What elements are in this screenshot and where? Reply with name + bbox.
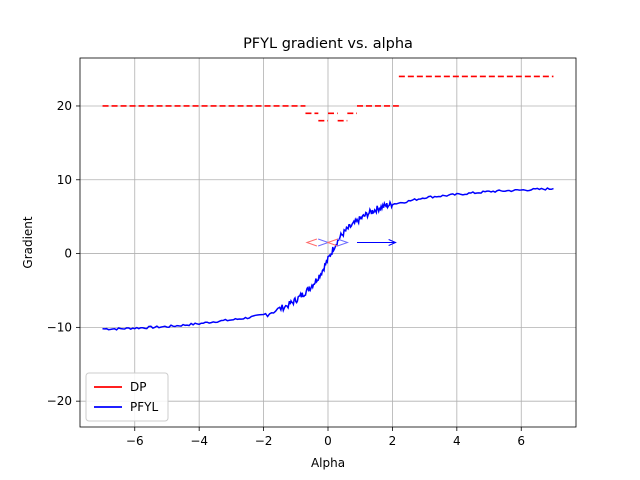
chart-title: PFYL gradient vs. alpha — [243, 36, 413, 52]
x-tick-label: −2 — [255, 434, 273, 448]
y-tick-label: 10 — [57, 173, 72, 187]
gradient-marker — [326, 238, 338, 247]
y-tick-label: 0 — [64, 247, 72, 261]
series-pfyl — [102, 187, 554, 331]
gradient-arrow-head — [388, 239, 397, 246]
x-axis-ticks: −6 −4 −2 0 2 4 6 — [126, 427, 525, 448]
gradient-marker — [305, 238, 318, 247]
legend-label-dp: DP — [130, 380, 146, 394]
series-dp — [102, 75, 554, 122]
legend-label-pfyl: PFYL — [130, 400, 158, 414]
gradient-marker — [337, 238, 350, 247]
y-axis-ticks: −20 −10 0 10 20 — [47, 99, 80, 408]
y-tick-label: −10 — [47, 320, 72, 334]
legend-box — [85, 372, 169, 422]
y-axis-label: Gradient — [21, 216, 35, 269]
x-tick-label: 0 — [324, 434, 332, 448]
annotations — [305, 238, 397, 247]
x-tick-label: −4 — [190, 434, 208, 448]
pfyl-line — [102, 187, 554, 331]
x-axis-label: Alpha — [311, 456, 345, 470]
x-tick-label: 6 — [517, 434, 525, 448]
y-tick-label: 20 — [57, 99, 72, 113]
x-tick-label: 2 — [389, 434, 397, 448]
x-tick-label: −6 — [126, 434, 144, 448]
x-tick-label: 4 — [453, 434, 461, 448]
y-tick-label: −20 — [47, 394, 72, 408]
legend: DP PFYL — [85, 372, 169, 422]
